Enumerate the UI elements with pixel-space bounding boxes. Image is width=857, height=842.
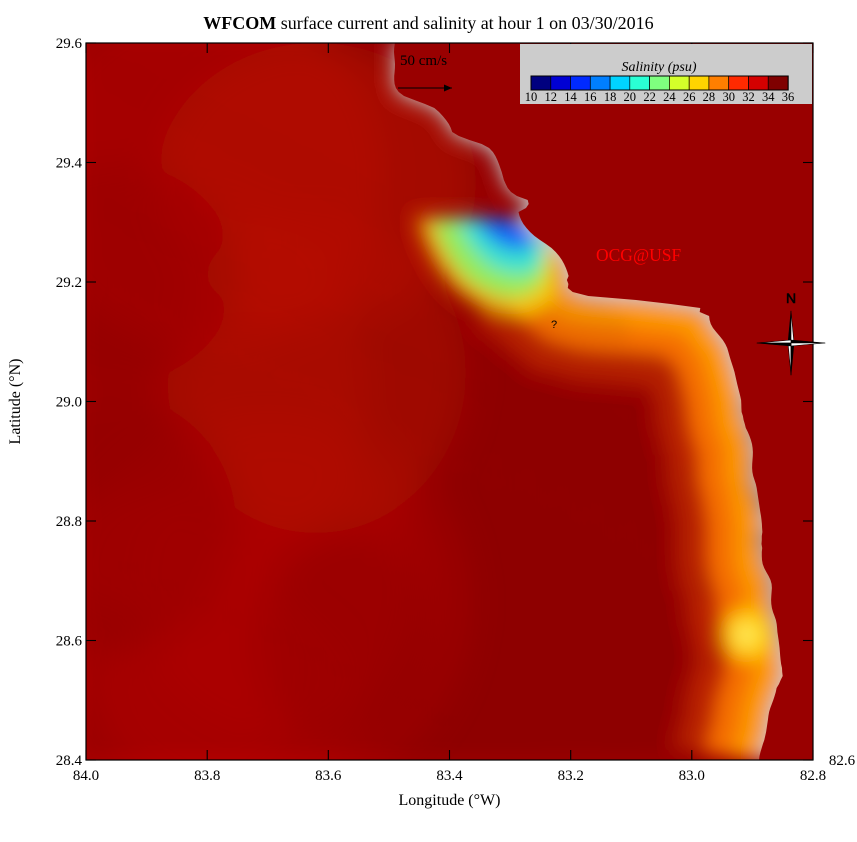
svg-text:28.4: 28.4 <box>56 753 83 769</box>
svg-text:10: 10 <box>525 90 538 104</box>
svg-text:83.2: 83.2 <box>558 768 584 784</box>
svg-text:83.0: 83.0 <box>679 768 705 784</box>
svg-text:22: 22 <box>643 90 656 104</box>
svg-text:Salinity (psu): Salinity (psu) <box>621 60 696 75</box>
svg-text:Latitude (°N): Latitude (°N) <box>7 359 24 445</box>
svg-text:83.4: 83.4 <box>436 768 463 784</box>
svg-text:82.8: 82.8 <box>800 768 826 784</box>
svg-text:20: 20 <box>624 90 637 104</box>
svg-text:Longitude (°W): Longitude (°W) <box>399 792 501 809</box>
svg-text:36: 36 <box>782 90 795 104</box>
svg-text:29.6: 29.6 <box>56 36 83 52</box>
svg-text:16: 16 <box>584 90 597 104</box>
svg-text:84.0: 84.0 <box>73 768 99 784</box>
svg-text:83.8: 83.8 <box>194 768 220 784</box>
svg-text:29.4: 29.4 <box>56 156 83 172</box>
svg-text:82.6: 82.6 <box>829 753 856 769</box>
svg-text:50 cm/s: 50 cm/s <box>400 53 447 69</box>
svg-text:OCG@USF: OCG@USF <box>596 245 681 265</box>
svg-text:29.0: 29.0 <box>56 395 82 411</box>
svg-text:14: 14 <box>564 90 577 104</box>
svg-text:N: N <box>786 290 796 306</box>
svg-text:26: 26 <box>683 90 696 104</box>
svg-text:30: 30 <box>722 90 735 104</box>
svg-text:83.6: 83.6 <box>315 768 342 784</box>
svg-text:?: ? <box>551 319 557 331</box>
svg-text:28.8: 28.8 <box>56 514 82 530</box>
svg-text:32: 32 <box>742 90 755 104</box>
svg-text:34: 34 <box>762 90 775 104</box>
svg-text:28.6: 28.6 <box>56 634 83 650</box>
svg-text:12: 12 <box>545 90 558 104</box>
svg-text:29.2: 29.2 <box>56 275 82 291</box>
svg-text:18: 18 <box>604 90 617 104</box>
svg-text:28: 28 <box>703 90 716 104</box>
svg-text:24: 24 <box>663 90 676 104</box>
